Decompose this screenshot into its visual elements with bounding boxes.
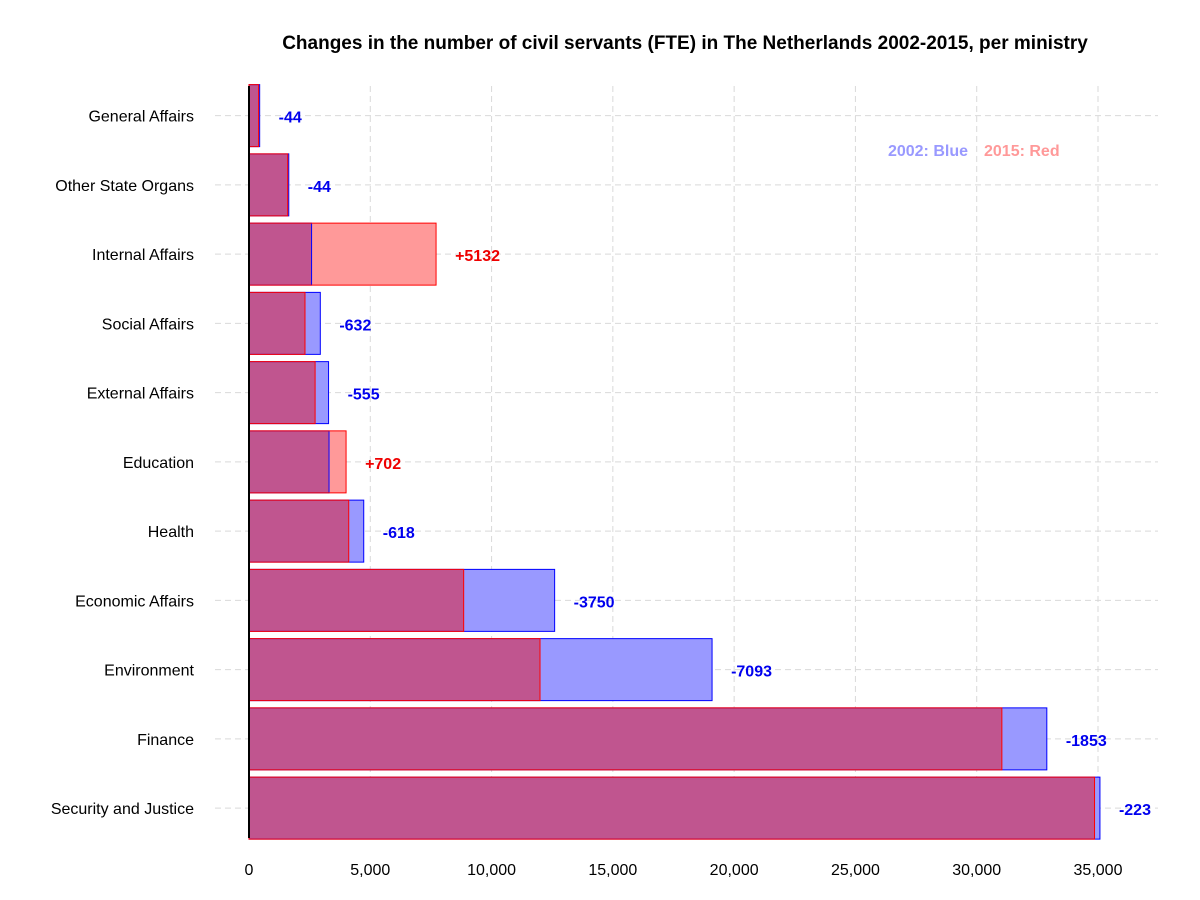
change-label: -632 [339,317,371,334]
x-tick-label: 25,000 [831,862,880,879]
change-label: -3750 [574,594,615,611]
category-label: Education [123,455,194,472]
bar-2015 [329,430,347,493]
change-label: +702 [365,456,401,473]
chart-title: Changes in the number of civil servants … [282,33,1088,54]
change-label: -7093 [731,664,772,681]
bar-overlap [249,638,541,701]
change-label: -44 [279,110,302,127]
x-tick-label: 15,000 [588,862,637,879]
change-label: -555 [348,387,380,404]
category-label: Internal Affairs [92,247,194,264]
change-label: -1853 [1066,733,1107,750]
change-labels: -44 -44 +5132 -632 -555 +702 -618 -3750 -7093 -18… [279,110,1151,820]
x-tick-label: 5,000 [350,862,390,879]
bar-2002 [304,292,321,355]
category-label: General Affairs [88,109,194,126]
bar-2002 [258,84,260,147]
bar-2002 [1001,707,1047,770]
category-label: Other State Organs [55,178,194,195]
bar-overlap [249,707,1002,770]
bar-overlap [249,84,259,147]
bar-overlap [249,223,312,286]
category-label: External Affairs [87,386,194,403]
bar-overlap [249,361,316,424]
x-tick-labels: 0 5,000 10,000 15,000 20,000 25,000 30,000 35,0… [245,862,1123,879]
bar-2002 [348,500,364,563]
category-label: Environment [104,663,194,680]
bar-2002 [540,638,713,701]
bar-overlap [249,777,1095,840]
x-tick-label: 30,000 [952,862,1001,879]
x-tick-label: 10,000 [467,862,516,879]
legend: 2002: Blue 2015: Red [888,143,1060,160]
category-label: Health [148,524,194,541]
change-label: -618 [383,525,415,542]
bar-2002 [287,153,289,216]
category-label: Economic Affairs [75,593,194,610]
bar-overlap [249,153,288,216]
category-label: Security and Justice [51,801,194,818]
bars [248,84,1101,840]
bar-overlap [249,292,305,355]
legend-2002: 2002: Blue [888,143,968,160]
legend-2015: 2015: Red [984,143,1060,160]
change-label: +5132 [455,248,500,265]
bar-overlap [249,500,349,563]
bar-overlap [249,569,464,632]
bar-2002 [315,361,329,424]
bar-2002 [1094,777,1100,840]
change-label: -44 [308,179,331,196]
category-labels: General Affairs Other State Organs Interna… [51,109,195,819]
x-tick-label: 20,000 [710,862,759,879]
bar-2002 [463,569,555,632]
change-label: -223 [1119,802,1151,819]
category-label: Finance [137,732,194,749]
x-tick-label: 0 [245,862,254,879]
bar-2015 [311,223,437,286]
x-tick-label: 35,000 [1074,862,1123,879]
category-label: Social Affairs [102,316,194,333]
bar-overlap [249,430,330,493]
